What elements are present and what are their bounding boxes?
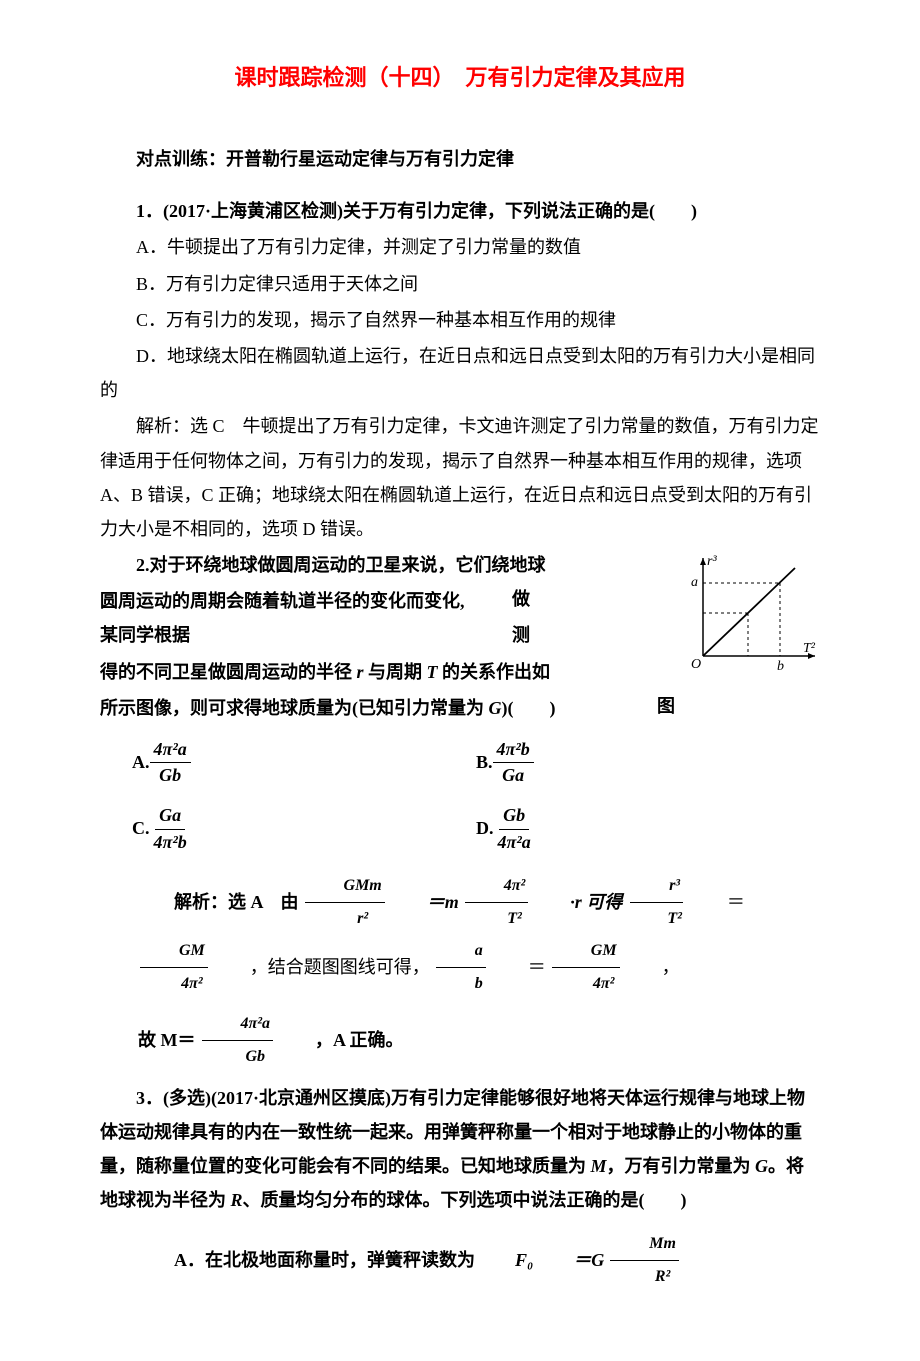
q2-container: r³ T² a b O 2.对于环绕地球做圆周运动的卫星来说，它们绕地球做 圆周… <box>100 548 820 727</box>
q2-explanation-line1: 解析：选 A 由 GMmr² ＝m 4π²T² ·r 可得 r³T² ＝ GM4… <box>100 870 820 1000</box>
q3-option-a: A．在北极地面称量时，弹簧秤读数为 F₀ ＝G MmR² <box>100 1228 820 1293</box>
origin-label: O <box>691 657 701 672</box>
q2-option-d: D. Gb4π²a <box>476 803 820 854</box>
q2-option-b: B. 4π²bGa <box>476 737 820 788</box>
xlabel: T² <box>803 641 816 656</box>
ylabel: r³ <box>707 554 717 569</box>
q1-option-a: A．牛顿提出了万有引力定律，并测定了引力常量的数值 <box>100 230 820 264</box>
a-label: a <box>691 575 698 590</box>
q2-figure: r³ T² a b O <box>685 553 820 678</box>
section-heading: 对点训练：开普勒行星运动定律与万有引力定律 <box>100 142 820 176</box>
q2-stem-line4: 所示图像，则可求得地球质量为(已知引力常量为 G)( ) <box>100 691 820 725</box>
q1-option-b: B．万有引力定律只适用于天体之间 <box>100 267 820 301</box>
q2-option-a: A. 4π²aGb <box>132 737 476 788</box>
q3-stem: 3．(多选)(2017·北京通州区摸底)万有引力定律能够很好地将天体运行规律与地… <box>100 1081 820 1218</box>
document-title: 课时跟踪检测（十四） 万有引力定律及其应用 <box>100 60 820 92</box>
q1-option-c: C．万有引力的发现，揭示了自然界一种基本相互作用的规律 <box>100 303 820 337</box>
q2-option-c: C. Ga4π²b <box>132 803 476 854</box>
q2-explanation-line2: 故 M＝ 4π²aGb ，A 正确。 <box>100 1008 820 1073</box>
q2-options-row2: C. Ga4π²b D. Gb4π²a <box>100 803 820 854</box>
q2-options-row1: A. 4π²aGb B. 4π²bGa <box>100 737 820 788</box>
q1-option-d: D．地球绕太阳在椭圆轨道上运行，在近日点和远日点受到太阳的万有引力大小是相同的 <box>100 339 820 407</box>
q1-stem: 1．(2017·上海黄浦区检测)关于万有引力定律，下列说法正确的是( ) <box>100 194 820 228</box>
q1-explanation: 解析：选 C 牛顿提出了万有引力定律，卡文迪许测定了引力常量的数值，万有引力定律… <box>100 409 820 546</box>
b-label: b <box>777 659 784 673</box>
